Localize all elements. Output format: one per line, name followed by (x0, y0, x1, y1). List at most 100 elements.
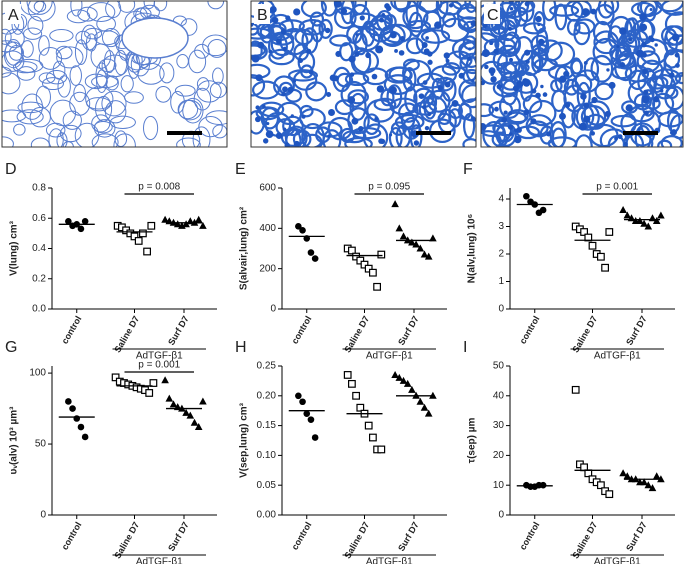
tissue (507, 124, 514, 130)
alveolus (422, 10, 442, 30)
tissue (637, 127, 641, 131)
point (640, 478, 648, 486)
tissue (389, 133, 393, 137)
point (391, 200, 399, 208)
point (652, 472, 661, 480)
tissue (590, 8, 597, 15)
tissue (604, 110, 611, 118)
point (311, 434, 319, 441)
alveolus (495, 33, 521, 55)
p-value: p = 0.008 (138, 182, 180, 193)
alveolus (590, 54, 614, 83)
alveolus (491, 131, 509, 147)
tissue (493, 48, 499, 55)
alveolus (42, 77, 65, 91)
alveolus (530, 34, 550, 55)
tissue (675, 63, 680, 68)
tissue (389, 86, 397, 94)
alveolus (501, 79, 518, 106)
alveolus (98, 58, 117, 73)
tissue (490, 76, 497, 83)
tissue (606, 68, 610, 72)
alveolus (463, 113, 476, 139)
micrograph-frame (250, 0, 477, 148)
tissue (451, 99, 459, 107)
alveolus (118, 1, 136, 13)
x-tick-label: Surf D7 (396, 314, 421, 347)
alveolus (674, 72, 683, 85)
tissue (531, 88, 537, 94)
alveolus (2, 72, 21, 95)
alveolus (2, 136, 14, 147)
x-tick-label: Saline D7 (112, 520, 141, 560)
alveolus (194, 43, 210, 59)
point (343, 371, 352, 379)
alveolus (104, 100, 127, 124)
alveolus (464, 1, 476, 13)
y-tick-label: 600 (259, 183, 276, 194)
point (73, 415, 81, 422)
alveolus (458, 79, 476, 104)
tissue (269, 6, 277, 13)
tissue (523, 109, 530, 116)
group-label: AdTGF-β1 (366, 351, 413, 362)
alveolus (70, 1, 83, 17)
tissue (608, 81, 616, 89)
tissue (284, 142, 290, 147)
tissue (578, 122, 587, 131)
alveolus (362, 123, 389, 147)
tissue (326, 91, 332, 97)
point (399, 376, 408, 384)
point (369, 268, 377, 277)
alveolus (75, 30, 91, 45)
tissue (516, 127, 522, 133)
point (199, 221, 207, 229)
x-tick-label: Saline D7 (342, 520, 371, 560)
alveolus (458, 40, 476, 59)
alveolus (255, 106, 280, 121)
tissue (328, 109, 335, 116)
alveolus (198, 115, 223, 138)
point (134, 237, 143, 245)
tissue (509, 7, 514, 11)
tissue (257, 41, 265, 49)
tissue (351, 117, 359, 125)
point (81, 217, 89, 225)
y-tick-label: 0.00 (257, 510, 277, 521)
alveolus (594, 82, 614, 101)
alveolus (435, 1, 449, 20)
tissue (494, 106, 499, 112)
alveolus (481, 130, 502, 147)
tissue (535, 15, 542, 23)
alveolus (388, 126, 403, 147)
x-tick-label: control (60, 520, 84, 551)
alveolus (21, 93, 43, 120)
alveolus (66, 9, 91, 24)
point (420, 403, 429, 411)
point (580, 228, 588, 236)
alveolus (342, 129, 367, 144)
tissue (268, 49, 273, 54)
alveolus (382, 23, 413, 44)
alveolus (105, 1, 122, 19)
point (416, 244, 425, 252)
tissue (422, 80, 428, 85)
tissue (559, 112, 566, 120)
alveolus (652, 92, 675, 115)
alveolus (192, 126, 211, 147)
alveolus (101, 90, 127, 117)
alveolus (91, 133, 119, 147)
tissue (266, 121, 270, 126)
y-tick-label: 0 (40, 510, 46, 521)
tissue (580, 93, 587, 100)
x-tick-label: Surf D7 (624, 314, 649, 347)
alveolus (522, 94, 543, 114)
alveolus (23, 27, 43, 40)
alveolus (45, 69, 68, 85)
alveolus (634, 125, 652, 147)
tissue (398, 50, 405, 56)
alveolus (49, 29, 74, 43)
tissue (559, 75, 567, 83)
tissue (354, 51, 360, 57)
point (605, 490, 614, 499)
